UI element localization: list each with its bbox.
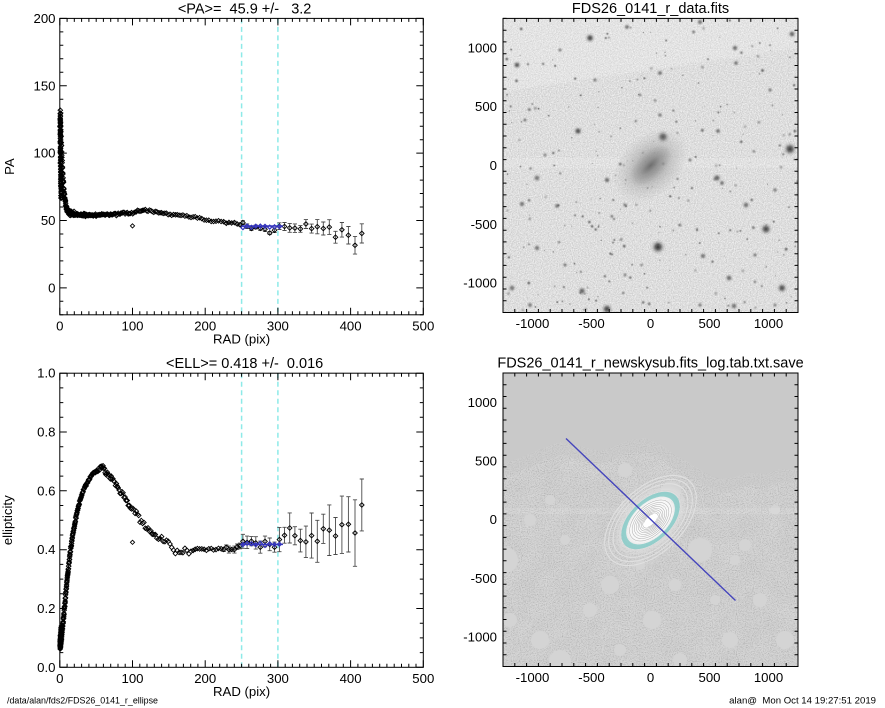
svg-text:/data/alan/fds2/FDS26_0141_r_e: /data/alan/fds2/FDS26_0141_r_ellipse	[7, 696, 158, 706]
svg-text:0: 0	[48, 280, 55, 295]
svg-text:50: 50	[41, 213, 56, 228]
svg-text:<PA>= 45.9 +/- 3.2: <PA>= 45.9 +/- 3.2	[178, 2, 312, 18]
svg-text:1000: 1000	[754, 316, 783, 331]
svg-text:RAD (pix): RAD (pix)	[213, 332, 270, 347]
svg-text:1.0: 1.0	[37, 366, 55, 381]
svg-text:500: 500	[475, 454, 497, 469]
svg-text:-1000: -1000	[463, 630, 497, 645]
svg-text:RAD (pix): RAD (pix)	[213, 684, 270, 699]
svg-text:0: 0	[490, 158, 497, 173]
svg-text:0.2: 0.2	[37, 601, 55, 616]
svg-text:150: 150	[33, 78, 55, 93]
svg-text:0: 0	[56, 671, 63, 686]
svg-text:400: 400	[340, 319, 362, 334]
svg-text:0.4: 0.4	[37, 542, 55, 557]
svg-text:1000: 1000	[754, 670, 783, 685]
svg-text:-500: -500	[578, 316, 604, 331]
svg-text:500: 500	[698, 670, 720, 685]
svg-text:FDS26_0141_r_newskysub.fits_lo: FDS26_0141_r_newskysub.fits_log.tab.txt.…	[497, 356, 803, 372]
svg-text:0: 0	[490, 512, 497, 527]
svg-text:<ELL>= 0.418 +/- 0.016: <ELL>= 0.418 +/- 0.016	[166, 356, 323, 372]
svg-text:-500: -500	[471, 571, 497, 586]
svg-text:0.6: 0.6	[37, 483, 55, 498]
svg-text:100: 100	[121, 319, 143, 334]
svg-text:FDS26_0141_r_data.fits: FDS26_0141_r_data.fits	[572, 1, 729, 17]
svg-text:alan@ Mon Oct 14 19:27:51 201: alan@ Mon Oct 14 19:27:51 2019	[729, 695, 876, 706]
svg-text:500: 500	[412, 671, 434, 686]
svg-text:0.0: 0.0	[37, 660, 55, 675]
svg-text:200: 200	[194, 319, 216, 334]
svg-text:100: 100	[33, 146, 55, 161]
svg-text:0.8: 0.8	[37, 425, 55, 440]
svg-text:0: 0	[56, 319, 63, 334]
svg-text:-1000: -1000	[463, 276, 497, 291]
svg-text:-1000: -1000	[516, 670, 550, 685]
svg-text:200: 200	[33, 11, 55, 26]
svg-text:ellipticity: ellipticity	[0, 495, 15, 545]
svg-text:1000: 1000	[468, 395, 497, 410]
svg-text:0: 0	[647, 316, 654, 331]
svg-text:500: 500	[412, 319, 434, 334]
svg-text:300: 300	[267, 319, 289, 334]
svg-text:1000: 1000	[468, 40, 497, 55]
svg-text:-500: -500	[578, 670, 604, 685]
svg-text:500: 500	[475, 99, 497, 114]
svg-text:500: 500	[698, 316, 720, 331]
svg-text:-1000: -1000	[516, 316, 550, 331]
svg-text:PA: PA	[2, 158, 17, 175]
svg-text:400: 400	[340, 671, 362, 686]
svg-text:-500: -500	[471, 217, 497, 232]
svg-text:100: 100	[121, 671, 143, 686]
svg-text:200: 200	[194, 671, 216, 686]
svg-text:0: 0	[647, 670, 654, 685]
svg-text:300: 300	[267, 671, 289, 686]
